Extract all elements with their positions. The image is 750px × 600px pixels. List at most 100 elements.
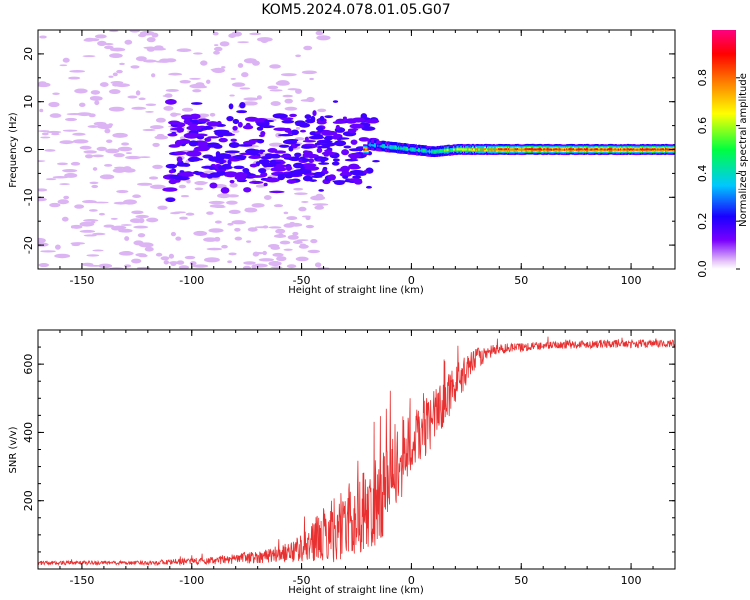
noise-blob [208,200,225,205]
signal-blob [263,182,268,187]
signal-blob [349,123,364,129]
noise-blob [83,150,97,154]
noise-blob [176,48,192,53]
noise-blob [38,160,46,162]
signal-blob [335,124,341,131]
noise-blob [219,41,230,47]
noise-blob [192,52,203,55]
signal-blob [352,175,362,179]
noise-blob [243,58,257,64]
signal-blob [321,151,336,156]
noise-blob [169,261,179,265]
noise-blob [38,263,50,268]
colorbar-label: Normalized spectral amplitude [738,73,749,227]
signal-blob [186,125,202,131]
noise-blob [96,146,107,152]
signal-blob [316,145,331,149]
x-axis-label-top: Height of straight line (km) [288,285,424,296]
noise-blob [205,79,211,84]
noise-blob [295,88,302,94]
signal-blob [315,126,324,131]
signal-blob [207,136,220,139]
chart-title: KOM5.2024.078.01.05.G07 [261,2,450,18]
signal-blob [245,148,258,155]
noise-blob [227,222,234,226]
noise-blob [154,135,169,140]
noise-blob [57,199,70,205]
x-tick-label: 100 [621,574,642,587]
noise-blob [276,256,287,262]
noise-blob [79,221,95,227]
noise-blob [292,231,299,236]
noise-blob [56,162,69,166]
noise-blob [83,219,99,222]
noise-blob [40,250,56,253]
noise-blob [125,152,133,155]
signal-blob [269,190,285,194]
signal-blob [167,133,178,137]
signal-blob [322,166,328,171]
noise-blob [138,242,154,248]
signal-blob [321,129,333,136]
signal-blob [335,118,346,124]
noise-blob [286,264,297,269]
signal-blob [331,161,340,166]
signal-blob [308,135,325,140]
noise-blob [74,204,85,209]
noise-blob [127,95,138,99]
noise-blob [210,68,218,71]
signal-blob [258,168,267,174]
signal-blob [174,176,190,181]
noise-blob [203,237,218,242]
signal-blob [176,162,190,167]
noise-blob [41,132,49,136]
signal-blob [243,140,256,146]
noise-blob [309,77,314,81]
noise-blob [298,244,309,249]
axes-bottom: -150 -100 -50 0 50 100 200 400 600 [22,329,676,587]
noise-blob [103,224,115,228]
noise-blob [305,215,311,221]
signal-blob [313,171,326,177]
noise-blob [113,153,125,158]
signal-blob [316,120,327,125]
noise-blob [38,237,46,244]
x-tick-label: -150 [69,274,94,287]
noise-blob [185,212,195,216]
noise-blob [118,228,133,233]
signal-blob [332,100,339,103]
noise-blob [229,183,238,188]
noise-blob [194,187,204,191]
noise-blob [124,39,133,45]
noise-blob [152,164,163,169]
signal-blob [278,133,294,137]
noise-blob [97,40,107,46]
signal-blob [262,162,277,168]
noise-blob [206,247,223,251]
signal-blob [296,169,312,175]
signal-blob [317,140,333,144]
signal-blob [179,170,185,173]
noise-blob [184,255,196,260]
signal-blob [334,140,347,147]
signal-blob [314,142,322,146]
signal-blob [365,185,373,189]
signal-blob [308,158,315,164]
noise-blob [193,230,208,236]
signal-blob [351,117,366,123]
noise-blob [256,37,273,42]
noise-blob [221,66,226,69]
signal-blob [273,150,287,154]
signal-blob [232,125,238,131]
noise-blob [155,252,163,257]
signal-blob [275,159,284,163]
noise-blob [92,232,106,236]
noise-blob [106,139,113,144]
y-tick-label: 200 [22,490,35,511]
noise-blob [230,77,236,80]
signal-blob [323,136,333,141]
signal-blob [301,158,310,162]
noise-blob [227,260,232,264]
